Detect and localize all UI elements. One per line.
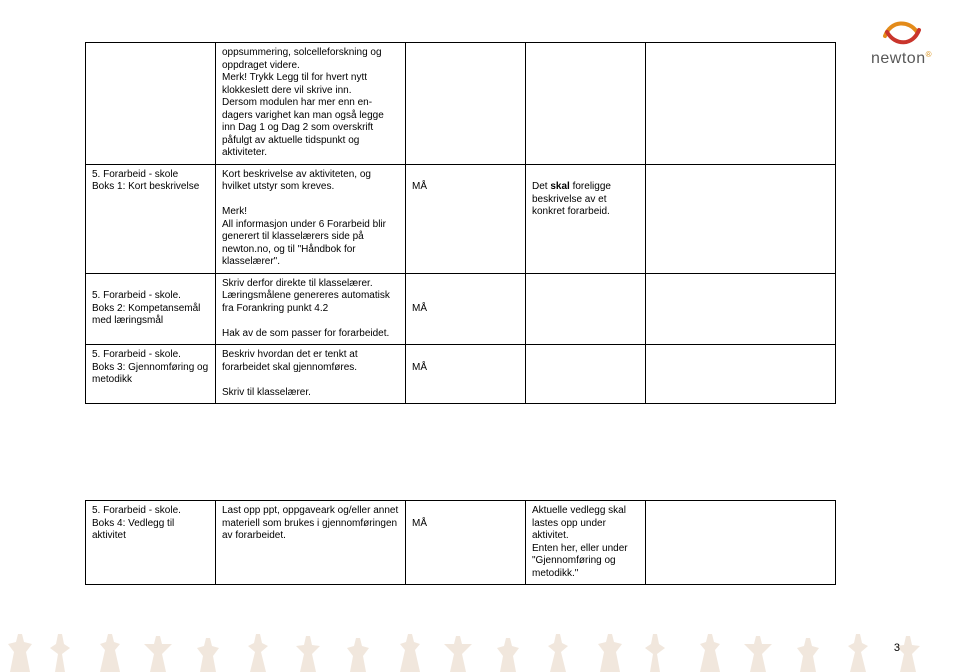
page-number: 3 bbox=[894, 642, 900, 654]
cell: MÅ bbox=[406, 164, 526, 273]
cell: MÅ bbox=[406, 501, 526, 585]
table-row: 5. Forarbeid - skole.Boks 2: Kompetansem… bbox=[86, 273, 836, 345]
logo: newton® bbox=[871, 18, 932, 68]
cell bbox=[526, 43, 646, 165]
cell bbox=[526, 273, 646, 345]
table-main-2: 5. Forarbeid - skole.Boks 4: Vedlegg til… bbox=[85, 500, 836, 585]
cell bbox=[646, 345, 836, 404]
cell: Beskriv hvordan det er tenkt at forarbei… bbox=[216, 345, 406, 404]
table-row: oppsummering, solcelleforskning og oppdr… bbox=[86, 43, 836, 165]
cell: Skriv derfor direkte til klasselærer.Lær… bbox=[216, 273, 406, 345]
table-row: 5. Forarbeid - skole.Boks 3: Gjennomføri… bbox=[86, 345, 836, 404]
cell bbox=[526, 345, 646, 404]
cell: Kort beskrivelse av aktiviteten, og hvil… bbox=[216, 164, 406, 273]
cell: oppsummering, solcelleforskning og oppdr… bbox=[216, 43, 406, 165]
cell bbox=[406, 43, 526, 165]
cell: Aktuelle vedlegg skal lastes opp under a… bbox=[526, 501, 646, 585]
table-main-1: oppsummering, solcelleforskning og oppdr… bbox=[85, 42, 836, 404]
cell bbox=[646, 164, 836, 273]
cell: Last opp ppt, oppgaveark og/eller annet … bbox=[216, 501, 406, 585]
table-row: 5. Forarbeid - skoleBoks 1: Kort beskriv… bbox=[86, 164, 836, 273]
cell: Det skal foreligge beskrivelse av et kon… bbox=[526, 164, 646, 273]
cell: 5. Forarbeid - skole.Boks 3: Gjennomføri… bbox=[86, 345, 216, 404]
logo-swirl-icon bbox=[881, 18, 923, 48]
cell bbox=[646, 43, 836, 165]
table-row: 5. Forarbeid - skole.Boks 4: Vedlegg til… bbox=[86, 501, 836, 585]
cell: MÅ bbox=[406, 273, 526, 345]
cell: 5. Forarbeid - skole.Boks 4: Vedlegg til… bbox=[86, 501, 216, 585]
cell: 5. Forarbeid - skole.Boks 2: Kompetansem… bbox=[86, 273, 216, 345]
cell: 5. Forarbeid - skoleBoks 1: Kort beskriv… bbox=[86, 164, 216, 273]
cell bbox=[86, 43, 216, 165]
logo-text: newton® bbox=[871, 50, 932, 68]
cell: MÅ bbox=[406, 345, 526, 404]
footer-silhouette-icon bbox=[0, 612, 960, 672]
cell bbox=[646, 501, 836, 585]
cell bbox=[646, 273, 836, 345]
